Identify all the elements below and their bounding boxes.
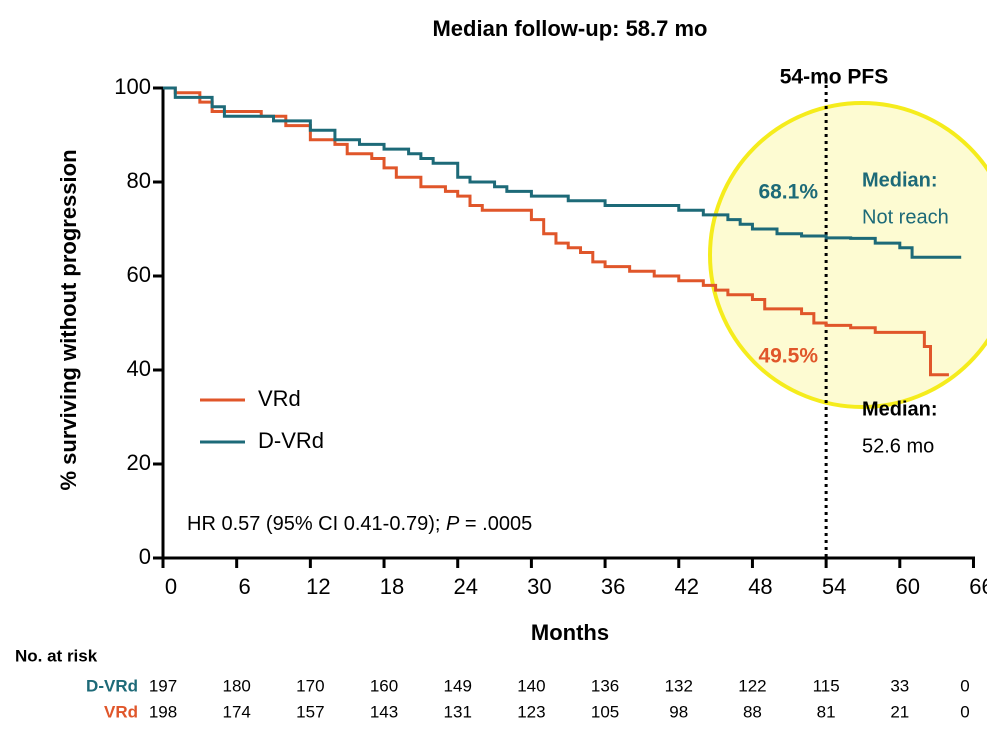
risk-count: 143 [370, 702, 398, 721]
hr-text: HR 0.57 (95% CI 0.41-0.79); P = .0005 [187, 513, 532, 535]
rate-label: 68.1% [758, 181, 818, 204]
legend-label: VRd [258, 386, 301, 411]
risk-count: 140 [517, 676, 545, 695]
risk-count: 197 [149, 676, 177, 695]
risk-count: 170 [296, 676, 324, 695]
hr-part: P [446, 513, 460, 535]
x-tick-label: 54 [822, 574, 846, 599]
y-tick-label: 100 [114, 74, 151, 99]
risk-count: 81 [817, 702, 836, 721]
x-tick-label: 66 [969, 574, 987, 599]
risk-count: 131 [444, 702, 472, 721]
x-tick-label: 48 [748, 574, 772, 599]
risk-count: 105 [591, 702, 619, 721]
chart-title: Median follow-up: 58.7 mo [432, 16, 707, 41]
y-tick-label: 20 [127, 450, 151, 475]
risk-title: No. at risk [15, 646, 98, 665]
median-label: Median: [862, 398, 938, 420]
risk-count: 21 [890, 702, 909, 721]
landmark-label: 54-mo PFS [780, 66, 889, 89]
x-tick-label: 12 [306, 574, 330, 599]
y-axis-label: % surviving without progression [56, 149, 81, 490]
risk-count: 33 [890, 676, 909, 695]
x-tick-label: 24 [453, 574, 477, 599]
x-tick-label: 6 [239, 574, 251, 599]
x-tick-label: 0 [165, 574, 177, 599]
risk-count: 0 [960, 676, 969, 695]
risk-row-name: D-VRd [86, 676, 138, 695]
y-tick-label: 40 [127, 356, 151, 381]
risk-count: 0 [960, 702, 969, 721]
risk-count: 198 [149, 702, 177, 721]
x-tick-label: 42 [675, 574, 699, 599]
risk-count: 149 [444, 676, 472, 695]
x-tick-label: 30 [527, 574, 551, 599]
risk-count: 136 [591, 676, 619, 695]
median-value: Not reach [862, 206, 949, 228]
y-tick-label: 60 [127, 262, 151, 287]
km-curve [163, 86, 962, 259]
risk-row-name: VRd [104, 702, 138, 721]
median-label: Median: [862, 169, 938, 191]
x-axis-label: Months [531, 620, 609, 645]
x-tick-label: 36 [601, 574, 625, 599]
risk-count: 174 [222, 702, 250, 721]
risk-count: 157 [296, 702, 324, 721]
legend-label: D-VRd [258, 428, 324, 453]
risk-count: 88 [743, 702, 762, 721]
y-tick-label: 0 [139, 544, 151, 569]
risk-count: 132 [665, 676, 693, 695]
x-tick-label: 18 [380, 574, 404, 599]
rate-label: 49.5% [758, 345, 818, 368]
risk-count: 160 [370, 676, 398, 695]
hr-part: = .0005 [459, 513, 532, 535]
risk-count: 122 [738, 676, 766, 695]
median-value: 52.6 mo [862, 435, 934, 457]
risk-count: 123 [517, 702, 545, 721]
risk-count: 98 [669, 702, 688, 721]
risk-count: 115 [813, 676, 840, 695]
x-tick-label: 60 [896, 574, 920, 599]
risk-count: 180 [222, 676, 250, 695]
highlight-circle [708, 101, 987, 409]
hr-part: HR 0.57 (95% CI 0.41-0.79); [187, 513, 446, 535]
y-tick-label: 80 [127, 168, 151, 193]
